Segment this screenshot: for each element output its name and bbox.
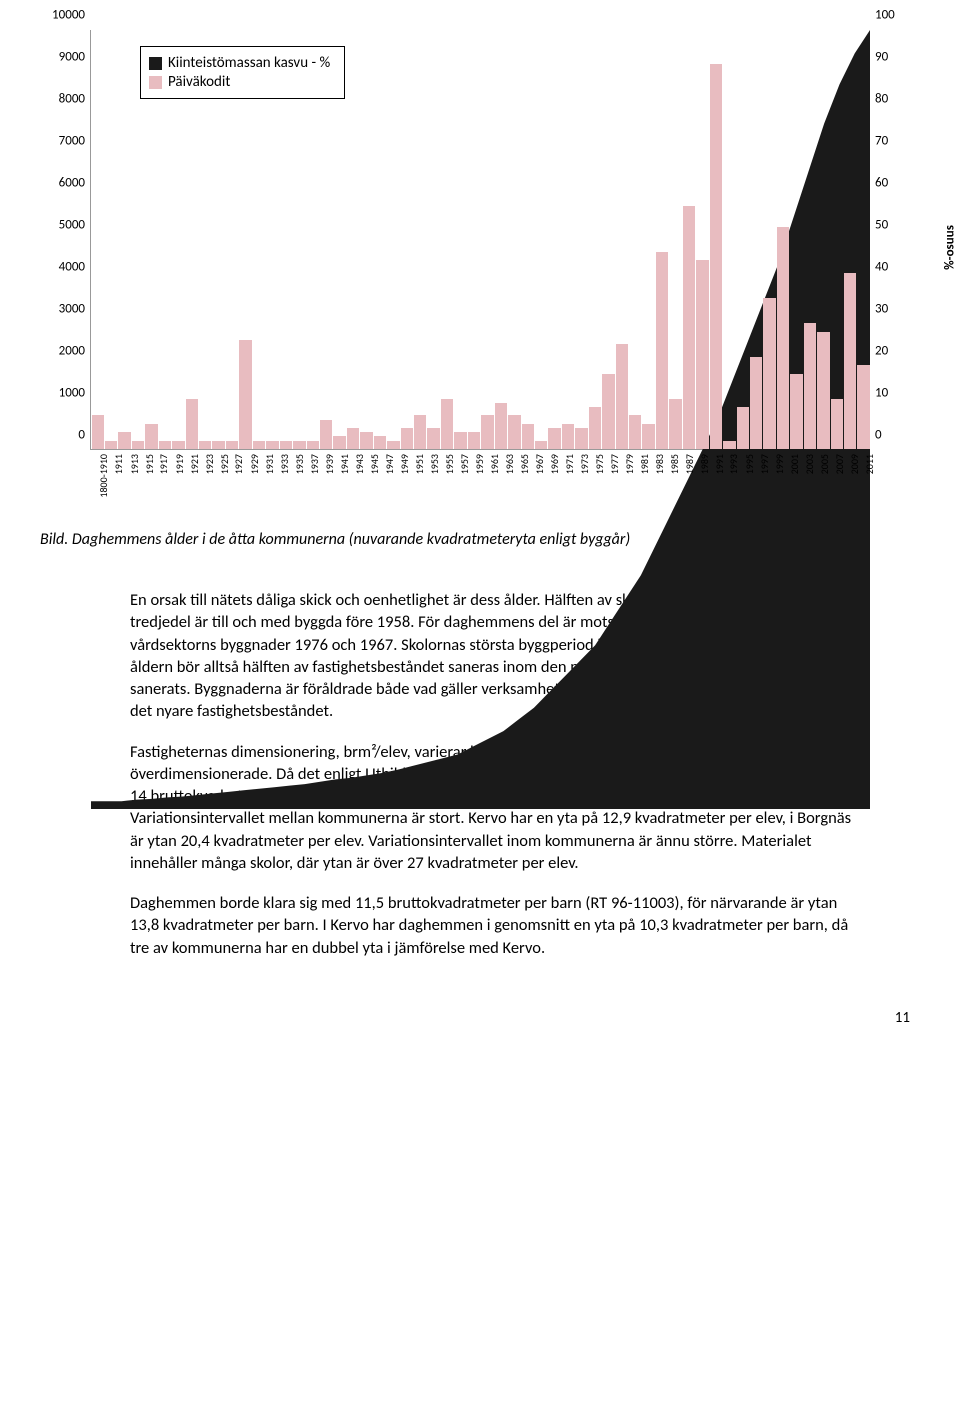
legend-swatch-area (149, 57, 162, 70)
y2-axis-labels: %-osuus 0102030405060708090100 (875, 30, 920, 450)
chart-legend: Kiinteistömassan kasvu - % Päiväkodit (140, 46, 345, 99)
y1-axis-labels: 0100020003000400050006000700080009000100… (40, 30, 85, 450)
legend-swatch-bar (149, 76, 162, 89)
legend-label-area: Kiinteistömassan kasvu - % (168, 54, 330, 72)
chart-container: 0100020003000400050006000700080009000100… (40, 20, 920, 500)
legend-item-area: Kiinteistömassan kasvu - % (149, 54, 330, 72)
x-axis-labels: 1800-19101911191319151917191919211923192… (90, 452, 870, 500)
paragraph-3: Daghemmen borde klara sig med 11,5 brutt… (130, 892, 860, 959)
y2-axis-title: %-osuus (943, 225, 958, 270)
legend-item-bar: Päiväkodit (149, 73, 330, 91)
legend-label-bar: Päiväkodit (168, 73, 230, 91)
page-number: 11 (40, 1009, 920, 1027)
